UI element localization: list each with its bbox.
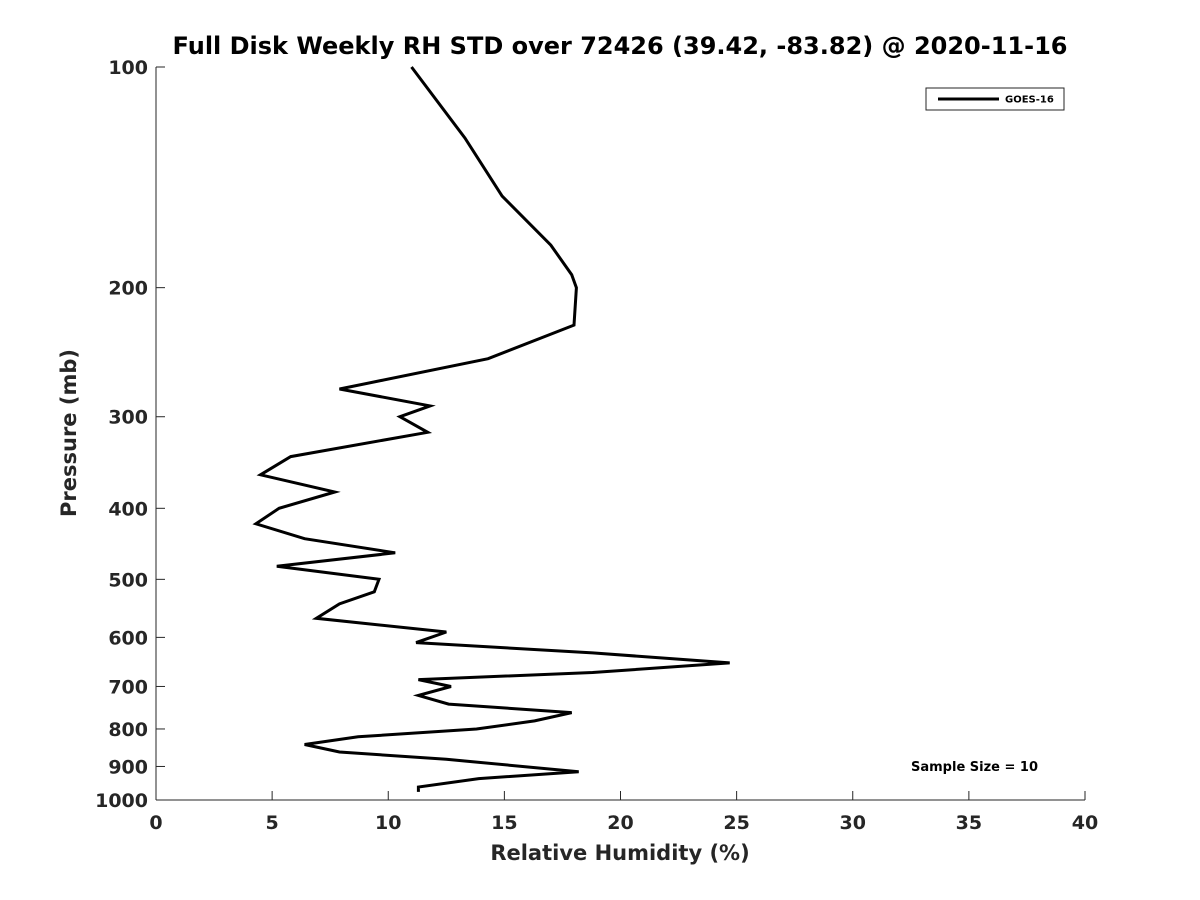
x-tick-label: 10 <box>375 812 401 834</box>
legend: GOES-16 <box>925 87 1065 111</box>
x-tick-label: 40 <box>1072 812 1098 834</box>
y-tick-label: 800 <box>108 719 148 741</box>
x-tick-label: 20 <box>607 812 633 834</box>
y-tick-label: 500 <box>108 569 148 591</box>
y-axis-label: Pressure (mb) <box>57 349 81 517</box>
series-line-goes-16 <box>252 66 730 792</box>
x-tick-label: 35 <box>956 812 982 834</box>
y-tick-label: 200 <box>108 278 148 300</box>
chart-title: Full Disk Weekly RH STD over 72426 (39.4… <box>173 32 1068 60</box>
x-tick-label: 0 <box>149 812 162 834</box>
y-tick-label: 400 <box>108 498 148 520</box>
x-axis-ticks: 0 5 10 15 20 25 30 35 40 <box>149 791 1098 834</box>
y-tick-label: 1000 <box>95 790 148 812</box>
y-axis-ticks: 100 200 300 400 500 600 700 800 900 1000 <box>95 57 165 812</box>
x-tick-label: 30 <box>840 812 866 834</box>
x-tick-label: 15 <box>491 812 517 834</box>
x-tick-label: 5 <box>266 812 279 834</box>
plot-area: 0 5 10 15 20 25 30 35 40 100 200 300 400 500 600 700 80… <box>95 57 1098 834</box>
y-tick-label: 100 <box>108 57 148 79</box>
y-tick-label: 300 <box>108 407 148 429</box>
x-axis-label: Relative Humidity (%) <box>490 841 749 865</box>
sample-size-annotation: Sample Size = 10 <box>911 760 1038 775</box>
y-tick-label: 600 <box>108 627 148 649</box>
x-tick-label: 25 <box>723 812 749 834</box>
series-layer <box>252 66 730 792</box>
y-tick-label: 700 <box>108 676 148 698</box>
y-tick-label: 900 <box>108 756 148 778</box>
legend-label-goes-16: GOES-16 <box>1005 95 1054 106</box>
